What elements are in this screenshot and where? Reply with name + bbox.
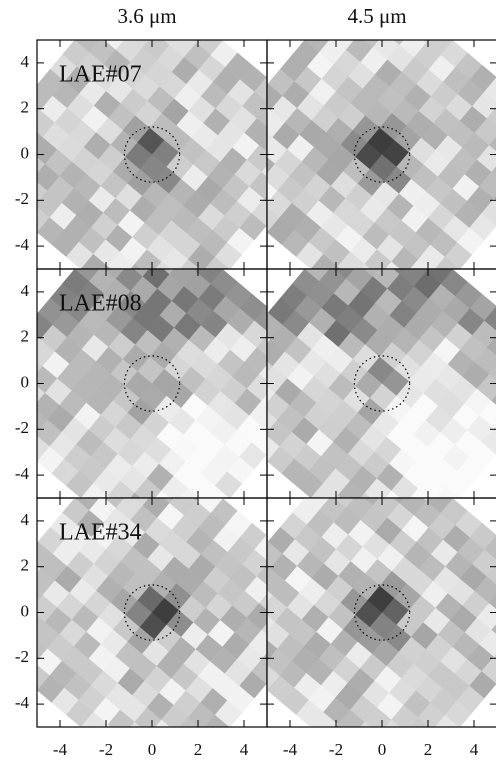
- pixel: [0, 585, 16, 613]
- column-title: 3.6 μm: [117, 4, 176, 28]
- pixel: [202, 714, 230, 727]
- pixel: [0, 127, 16, 155]
- x-tick-label: 4: [470, 740, 479, 759]
- pixel: [166, 759, 194, 770]
- pixel: [0, 154, 19, 182]
- pixel: [310, 712, 339, 727]
- x-tick-label: -2: [329, 740, 343, 759]
- pixel: [134, 707, 162, 727]
- y-tick-label: 4: [21, 52, 30, 71]
- y-tick-label: -4: [15, 235, 30, 254]
- aperture: [353, 584, 411, 641]
- row-label: LAE#07: [59, 62, 142, 88]
- pixel: [107, 251, 136, 269]
- column-title: 4.5 μm: [347, 4, 406, 28]
- image-panel: [267, 11, 496, 269]
- x-tick-label: 2: [424, 740, 433, 759]
- y-tick-label: 2: [21, 98, 30, 117]
- pixel: [107, 480, 136, 498]
- x-tick-label: 0: [148, 740, 157, 759]
- pixel: [86, 11, 114, 39]
- y-tick-label: 4: [21, 510, 30, 529]
- aperture: [353, 355, 411, 412]
- pixel: [0, 627, 6, 655]
- pixel: [1, 571, 29, 599]
- pixel: [0, 356, 16, 384]
- pixel: [310, 483, 339, 498]
- pixel: [175, 488, 204, 498]
- pixel: [337, 251, 366, 269]
- y-tick-label: 0: [21, 372, 30, 391]
- pixel: [364, 249, 392, 269]
- image-panel: [267, 269, 496, 498]
- pixel: [80, 483, 109, 498]
- x-tick-label: -2: [99, 740, 113, 759]
- pixel: [134, 478, 162, 498]
- y-tick-label: -4: [15, 693, 30, 712]
- pixel: [310, 254, 339, 269]
- x-tick-label: -4: [283, 740, 298, 759]
- pixel: [1, 113, 29, 141]
- pixel: [0, 142, 4, 170]
- y-tick-label: -2: [15, 418, 29, 437]
- aperture: [123, 355, 181, 412]
- pixel: [0, 612, 19, 640]
- pixel: [405, 717, 434, 727]
- y-tick-label: 0: [21, 143, 30, 162]
- y-tick-label: -2: [15, 189, 29, 208]
- pixel: [432, 714, 460, 727]
- pixel: [107, 709, 136, 727]
- pixel: [175, 259, 204, 269]
- pixel: [0, 398, 6, 426]
- pixel: [396, 759, 424, 770]
- pixel: [1, 342, 29, 370]
- pixel: [80, 254, 109, 269]
- x-tick-label: 4: [240, 740, 249, 759]
- aperture: [123, 126, 181, 183]
- aperture: [123, 584, 181, 641]
- pixel: [364, 707, 392, 727]
- y-tick-label: 2: [21, 327, 30, 346]
- pixel: [110, 736, 138, 764]
- pixel: [80, 712, 109, 727]
- aperture: [353, 126, 411, 183]
- pixel: [316, 11, 344, 39]
- pixel: [432, 485, 460, 498]
- x-tick-label: 0: [378, 740, 387, 759]
- pixel: [337, 709, 366, 727]
- x-tick-label: -4: [53, 740, 68, 759]
- image-panel: [267, 498, 496, 770]
- pixel: [393, 732, 421, 760]
- pixel: [364, 478, 392, 498]
- pixel: [0, 371, 4, 399]
- pixel: [0, 383, 19, 411]
- pixel: [337, 480, 366, 498]
- image-panel: [0, 11, 267, 269]
- pixel: [163, 732, 191, 760]
- y-tick-label: -2: [15, 647, 29, 666]
- pixel: [175, 717, 204, 727]
- pixel: [405, 488, 434, 498]
- y-tick-label: -4: [15, 464, 30, 483]
- y-tick-label: 2: [21, 556, 30, 575]
- pixel: [340, 736, 368, 764]
- pixel: [405, 259, 434, 269]
- pixel: [202, 256, 230, 269]
- pixel: [202, 485, 230, 498]
- row-label: LAE#34: [59, 520, 142, 546]
- y-tick-label: 0: [21, 601, 30, 620]
- pixel: [432, 256, 460, 269]
- pixel: [134, 249, 162, 269]
- pixel: [0, 600, 4, 628]
- image-panel: [0, 269, 267, 498]
- y-tick-label: 4: [21, 281, 30, 300]
- row-label: LAE#08: [59, 291, 142, 317]
- pixel: [369, 761, 397, 770]
- pixel: [139, 761, 167, 770]
- pixel: [0, 169, 6, 197]
- x-tick-label: 2: [194, 740, 203, 759]
